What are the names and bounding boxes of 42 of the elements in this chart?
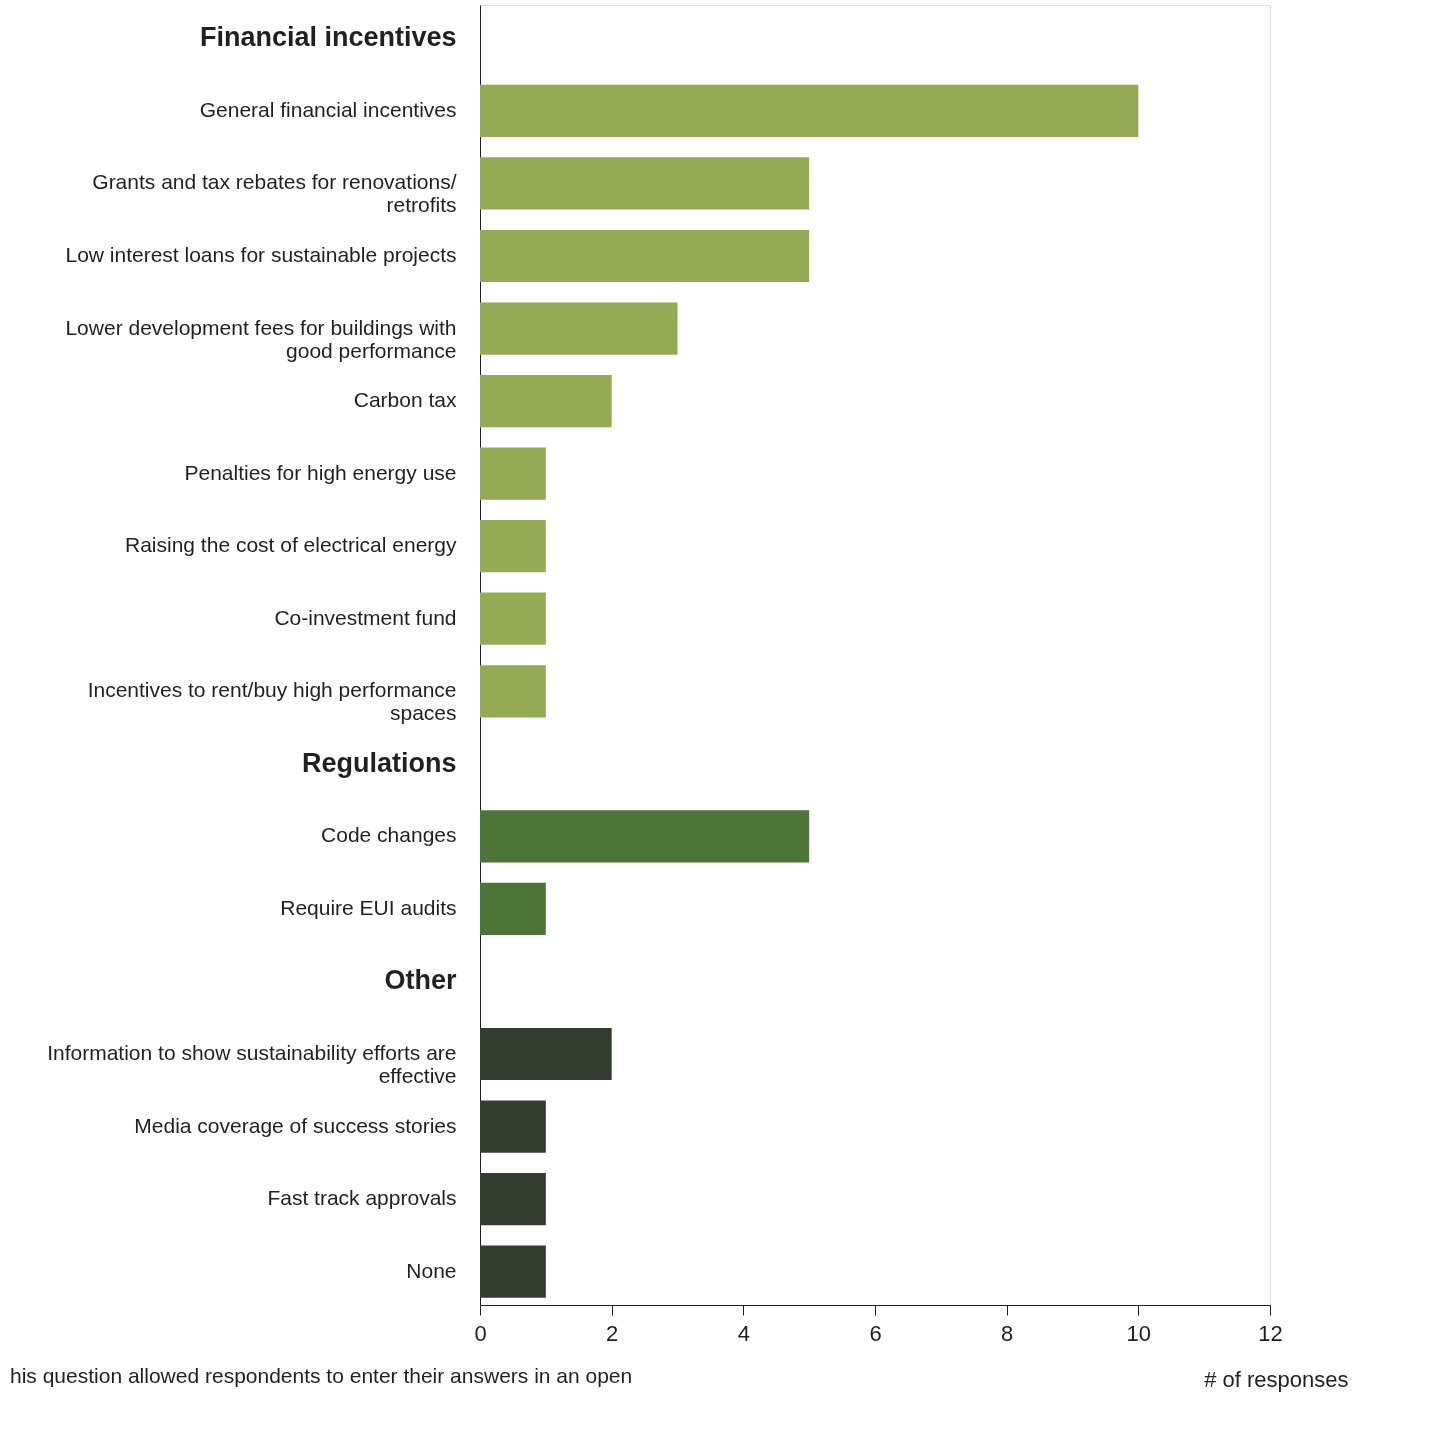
y-tick-label: Regulations [301,747,457,778]
x-tick-label: 2 [606,1320,619,1346]
bar [480,84,1139,138]
y-tick-label: General financial incentives [199,97,457,121]
y-tick-label: Penalties for high energy use [184,460,457,484]
y-tick-label: Financial incentives [199,22,457,53]
bar [480,592,546,645]
y-tick-label: None [406,1258,457,1282]
text: his question allowed respondents to enter their answers in an open [10,1364,633,1387]
bar [480,229,810,283]
y-tick-label: Information to show sustainability efforts are effective [47,1041,457,1087]
bar [480,302,678,355]
bar [480,810,810,863]
x-tick-label: 6 [869,1320,882,1346]
y-tick-label: Fast track approvals [267,1186,457,1210]
y-tick-label: Code changes [321,823,457,847]
x-tick-label: 12 [1258,1320,1283,1346]
bar [480,447,546,500]
bar [480,1027,612,1081]
y-tick-label: Co-investment fund [274,605,457,629]
y-tick-label: Media coverage of success stories [134,1113,457,1137]
y-tick-label: Carbon tax [353,388,457,412]
bar [480,1100,546,1153]
x-tick-label: 0 [474,1320,487,1346]
y-tick-label: Raising the cost of electrical energy [125,533,457,557]
y-tick-label: Grants and tax rebates for renovations/ retrofits [92,170,457,217]
y-tick-label: Require EUI audits [280,895,457,919]
x-tick-label: 10 [1126,1320,1152,1346]
x-tick-label: 8 [1001,1320,1014,1346]
bar [480,1172,546,1226]
y-tick-label: Low interest loans for sustainable projects [65,243,457,266]
x-axis-title: # of responses [1204,1366,1349,1392]
bar [480,374,612,428]
y-tick-label: Lower development fees for buildings with good performance [65,315,457,362]
bar [480,1245,546,1298]
x-tick-label: 4 [737,1320,750,1346]
y-tick-label: Incentives to rent/buy high performance spaces [87,678,457,725]
bar [480,882,546,936]
bar [480,520,546,573]
bar [480,665,546,718]
bar [480,157,810,210]
y-tick-label: Other [384,965,457,996]
